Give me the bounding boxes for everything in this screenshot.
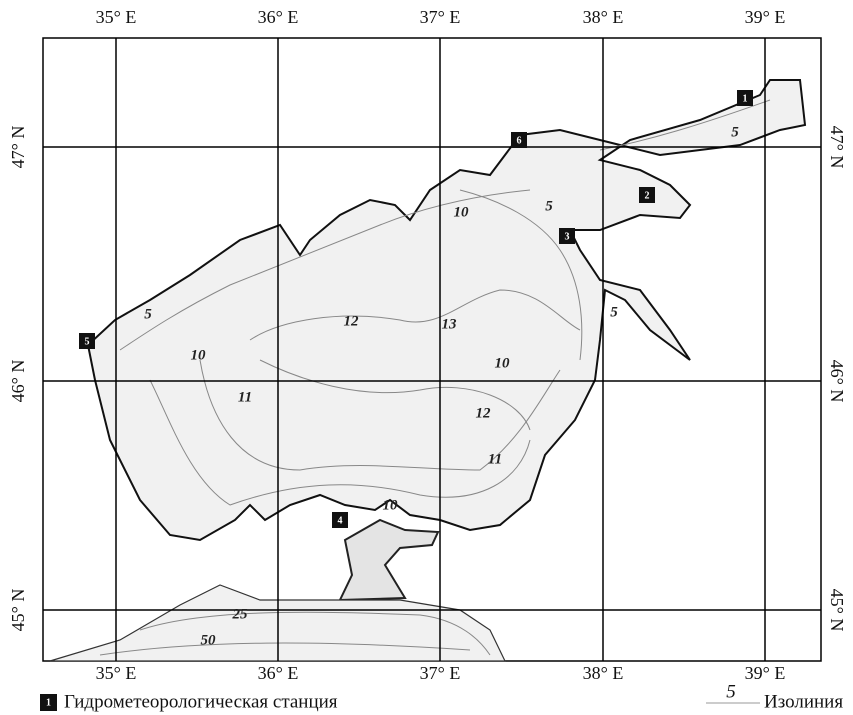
top-lon-label: 38° E [583, 7, 624, 27]
legend-isoline-label: Изолиния [764, 691, 843, 712]
isoline-label: 11 [488, 451, 502, 467]
station-number: 6 [517, 135, 522, 146]
isoline-label: 12 [344, 313, 360, 329]
station-number: 3 [565, 231, 570, 242]
left-lat-label: 47° N [8, 126, 28, 169]
station-number: 2 [645, 190, 650, 201]
isoline-label: 5 [545, 198, 553, 214]
isoline-label: 25 [232, 606, 249, 622]
right-lat-label: 45° N [827, 589, 847, 632]
top-lon-label: 37° E [420, 7, 461, 27]
station-number: 4 [338, 515, 343, 526]
bottom-lon-label: 37° E [420, 663, 461, 683]
top-lon-label: 39° E [745, 7, 786, 27]
right-lat-label: 46° N [827, 360, 847, 403]
isoline-label: 50 [201, 632, 217, 648]
map: 1 Гидрометеорологическая станция 5 Изоли… [0, 0, 853, 715]
top-lon-label: 35° E [96, 7, 137, 27]
isoline-label: 10 [383, 497, 399, 513]
isoline-label: 11 [238, 389, 252, 405]
legend-station-label: Гидрометеорологическая станция [64, 691, 338, 712]
isoline-label: 10 [454, 204, 470, 220]
station-number: 1 [743, 93, 748, 104]
bottom-lon-label: 39° E [745, 663, 786, 683]
isoline-label: 5 [731, 124, 739, 140]
isoline-label: 12 [476, 405, 492, 421]
station-number: 5 [85, 336, 90, 347]
right-lat-label: 47° N [827, 126, 847, 169]
isoline-label: 13 [442, 316, 458, 332]
isoline-label: 5 [610, 304, 618, 320]
isoline-label: 10 [495, 355, 511, 371]
isoline-label: 10 [191, 347, 207, 363]
legend-station-marker: 1 [46, 697, 51, 708]
top-lon-label: 36° E [258, 7, 299, 27]
left-lat-label: 46° N [8, 360, 28, 403]
left-lat-label: 45° N [8, 589, 28, 632]
bottom-lon-label: 36° E [258, 663, 299, 683]
legend-isoline-marker: 5 [726, 681, 736, 702]
bottom-lon-label: 35° E [96, 663, 137, 683]
isoline-label: 5 [144, 306, 152, 322]
bottom-lon-label: 38° E [583, 663, 624, 683]
